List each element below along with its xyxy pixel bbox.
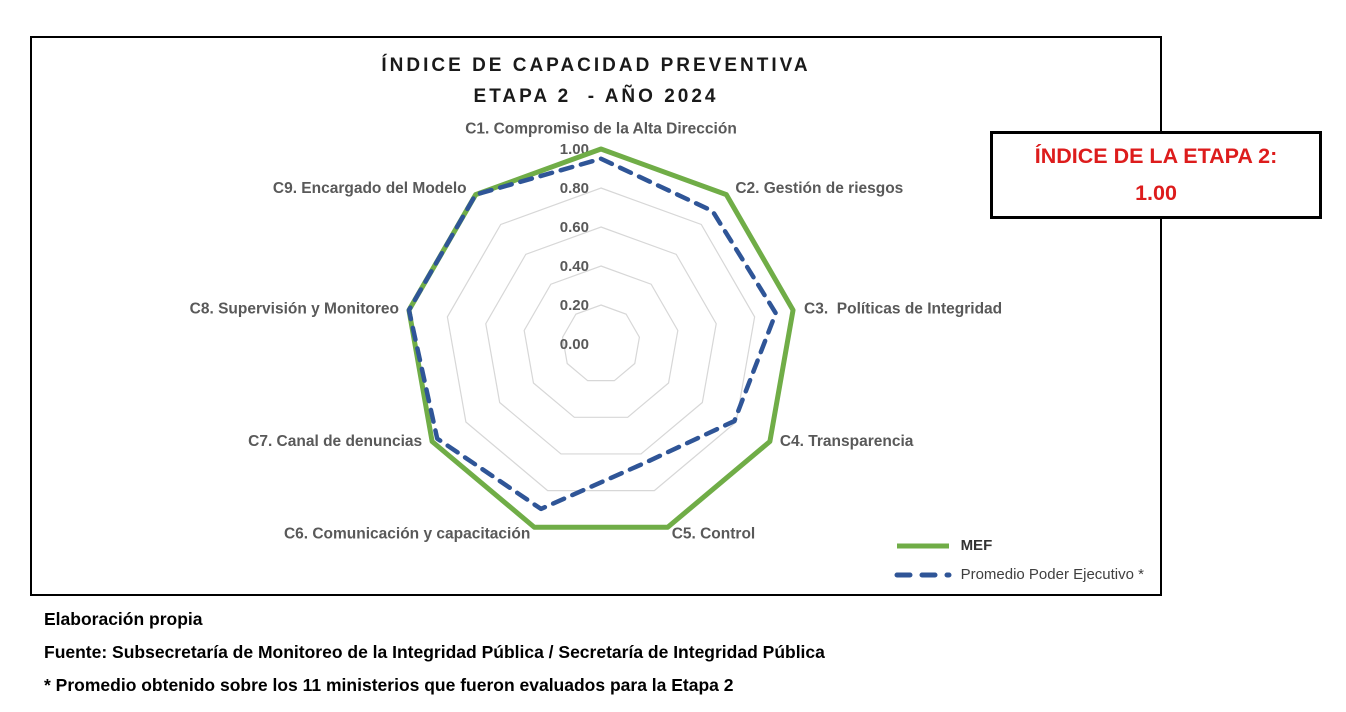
series-polygon-mef bbox=[406, 146, 796, 530]
index-result-box: ÍNDICE DE LA ETAPA 2: 1.00 bbox=[990, 131, 1322, 219]
grid-ring bbox=[446, 187, 756, 492]
legend-item-promedio: Promedio Poder Ejecutivo * bbox=[894, 561, 1144, 588]
series-polygon-promedio bbox=[406, 156, 779, 512]
note-fuente: Fuente: Subsecretaría de Monitoreo de la… bbox=[44, 642, 825, 662]
footer-notes: Elaboración propia Fuente: Subsecretaría… bbox=[44, 603, 825, 702]
radial-tick-label: 0.60 bbox=[560, 219, 589, 236]
grid-ring bbox=[485, 226, 717, 455]
chart-title-line1: ÍNDICE DE CAPACIDAD PREVENTIVA bbox=[381, 55, 811, 76]
category-label-c6: C6. Comunicación y capacitación bbox=[284, 526, 530, 543]
category-label-c7: C7. Canal de denuncias bbox=[248, 433, 422, 450]
chart-legend: MEF Promedio Poder Ejecutivo * bbox=[894, 532, 1144, 588]
chart-frame: ÍNDICE DE CAPACIDAD PREVENTIVA ETAPA 2 -… bbox=[30, 36, 1162, 596]
chart-title: ÍNDICE DE CAPACIDAD PREVENTIVA ETAPA 2 -… bbox=[32, 50, 1160, 112]
chart-title-line2: ETAPA 2 - AÑO 2024 bbox=[473, 86, 719, 107]
category-label-c8: C8. Supervisión y Monitoreo bbox=[190, 301, 399, 318]
category-label-c3: C3. Políticas de Integridad bbox=[804, 301, 1002, 318]
category-label-c5: C5. Control bbox=[672, 526, 756, 543]
radial-tick-label: 0.40 bbox=[560, 258, 589, 275]
index-box-title: ÍNDICE DE LA ETAPA 2: bbox=[1034, 144, 1278, 168]
category-label-c1: C1. Compromiso de la Alta Dirección bbox=[465, 121, 737, 138]
legend-label: Promedio Poder Ejecutivo * bbox=[960, 566, 1144, 583]
radial-tick-label: 0.00 bbox=[560, 336, 589, 353]
grid-ring bbox=[561, 304, 641, 382]
note-promedio: * Promedio obtenido sobre los 11 ministe… bbox=[44, 675, 734, 695]
legend-line-sample-icon bbox=[896, 543, 949, 548]
legend-line-sample-icon bbox=[894, 572, 952, 577]
legend-label: MEF bbox=[960, 537, 993, 554]
grid-ring bbox=[523, 265, 679, 418]
note-elaboracion: Elaboración propia bbox=[44, 609, 203, 629]
category-label-c2: C2. Gestión de riesgos bbox=[735, 180, 903, 197]
index-box-value: 1.00 bbox=[1135, 181, 1177, 205]
category-label-c4: C4. Transparencia bbox=[780, 433, 914, 450]
radial-tick-label: 0.20 bbox=[560, 297, 589, 314]
radial-tick-label: 0.80 bbox=[560, 180, 589, 197]
category-label-c9: C9. Encargado del Modelo bbox=[273, 180, 467, 197]
legend-item-mef: MEF bbox=[894, 532, 993, 559]
